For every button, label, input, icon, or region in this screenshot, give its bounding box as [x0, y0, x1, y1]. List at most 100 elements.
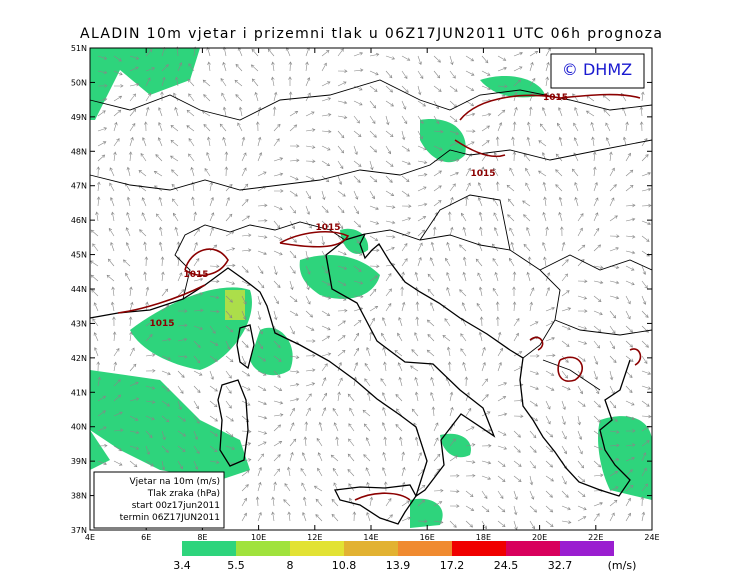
wind-arrow [254, 91, 259, 102]
wind-arrow [417, 145, 427, 151]
wind-arrow [591, 136, 595, 147]
wind-arrow [305, 280, 310, 291]
wind-arrow [449, 70, 456, 79]
wind-arrow [609, 486, 619, 492]
wind-arrow [449, 489, 460, 494]
wind-arrow [522, 200, 531, 207]
wind-arrow [593, 265, 604, 270]
wind-arrow [193, 445, 200, 454]
wind-arrow [481, 166, 485, 177]
wind-arrow [158, 121, 163, 132]
wind-arrow [429, 302, 435, 312]
wind-arrow [353, 100, 363, 106]
lat-label: 41N [71, 388, 87, 397]
legend-label: 5.5 [227, 559, 245, 572]
wind-arrow [369, 288, 377, 297]
wind-arrow [170, 155, 179, 162]
wind-arrow [347, 453, 355, 462]
legend-swatch [452, 541, 506, 556]
wind-arrow [209, 181, 214, 192]
wind-arrow [609, 151, 613, 162]
wind-arrow [337, 100, 348, 105]
wind-arrow [128, 316, 133, 327]
wind-arrow [555, 169, 563, 177]
wind-arrow [237, 122, 243, 132]
wind-arrow [609, 197, 615, 207]
wind-arrow [255, 496, 260, 507]
wind-arrow [545, 415, 551, 425]
wind-arrow [513, 490, 518, 501]
wind-arrow [126, 166, 131, 177]
wind-arrow [513, 383, 524, 387]
wind-arrow [241, 152, 247, 162]
wind-arrow [640, 91, 645, 102]
wind-arrow [209, 196, 214, 207]
wind-arrow [193, 370, 203, 376]
wind-arrow [193, 258, 200, 267]
wind-arrow [506, 184, 515, 192]
wind-arrow [225, 445, 236, 450]
wind-arrow [273, 385, 283, 391]
wind-arrow [337, 377, 343, 387]
wind-arrow [317, 467, 323, 477]
wind-arrow [111, 211, 115, 222]
wind-arrow [321, 392, 328, 402]
wind-arrow [273, 468, 280, 477]
wind-arrow [109, 182, 115, 192]
wind-arrow [257, 280, 265, 289]
wind-arrow [433, 100, 439, 110]
wind-arrow [449, 100, 458, 108]
wind-arrow [497, 460, 506, 467]
wind-arrow [449, 520, 457, 528]
wind-arrow [411, 408, 419, 417]
wind-arrow [414, 436, 419, 447]
wind-arrow [321, 363, 328, 372]
wind-arrow [235, 94, 243, 102]
wind-arrow [209, 295, 220, 300]
wind-arrow [539, 123, 547, 132]
wind-arrow [417, 519, 428, 524]
wind-arrow [625, 152, 631, 162]
wind-arrow [193, 430, 198, 440]
wind-arrow [302, 496, 307, 507]
wind-arrow [289, 325, 295, 335]
wind-arrow [513, 51, 523, 57]
wind-arrow [97, 376, 101, 387]
wind-arrow [495, 136, 500, 147]
wind-arrow [209, 385, 218, 392]
wind-arrow [465, 167, 471, 177]
wind-arrow [401, 271, 405, 282]
wind-arrow [353, 332, 359, 342]
wind-arrow [300, 468, 307, 477]
wind-arrow [641, 467, 647, 477]
wind-arrow [577, 355, 586, 362]
wind-arrow [321, 81, 331, 87]
wind-arrow [497, 382, 508, 387]
wind-arrow [433, 422, 439, 432]
wind-arrow [193, 340, 201, 348]
wind-arrow [97, 97, 108, 102]
wind-arrow [497, 475, 506, 482]
wind-arrow [465, 426, 475, 432]
wind-arrow [321, 407, 327, 417]
wind-arrow [401, 145, 410, 152]
wind-arrow [113, 394, 122, 402]
wind-arrow [609, 280, 620, 285]
wind-arrow [305, 159, 316, 164]
wind-arrow [321, 295, 332, 300]
wind-arrow [97, 55, 108, 60]
wind-arrow [145, 320, 154, 327]
wind-arrow [529, 321, 539, 327]
wind-arrow [129, 460, 138, 468]
wind-arrow [609, 247, 619, 252]
wind-arrow [513, 106, 518, 117]
legend-label: 3.4 [173, 559, 191, 572]
wind-arrow [449, 158, 460, 163]
wind-arrow [193, 46, 197, 57]
wind-arrow [625, 456, 635, 462]
wind-arrow [193, 400, 199, 410]
wind-arrow [481, 460, 492, 465]
wind-arrow [113, 379, 121, 387]
wind-arrow [561, 273, 568, 282]
wind-arrow [257, 481, 262, 492]
